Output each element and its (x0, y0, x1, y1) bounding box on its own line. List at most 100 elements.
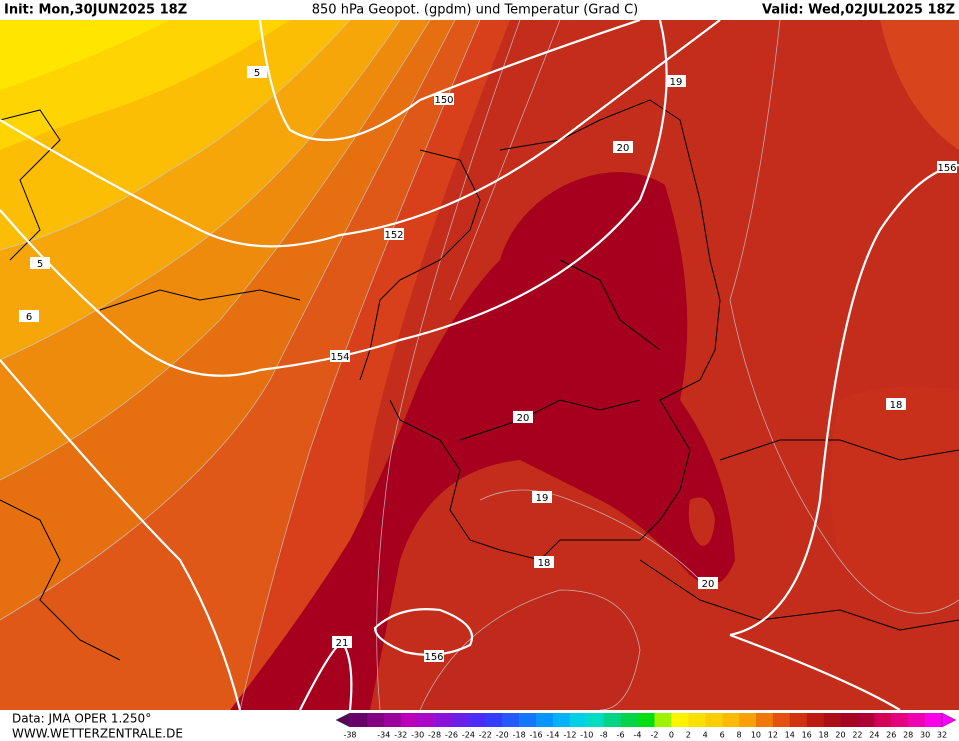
legend-label: 30 (920, 731, 930, 740)
legend-label: 24 (869, 731, 879, 740)
contour-label: 20 (513, 411, 533, 424)
legend-swatch (603, 713, 621, 727)
label-text: 19 (670, 77, 683, 88)
legend-swatch (823, 713, 841, 727)
legend-label: 26 (886, 731, 896, 740)
label-text: 5 (254, 68, 260, 79)
data-source: Data: JMA OPER 1.250° (12, 712, 151, 726)
legend-label: 10 (751, 731, 761, 740)
valid-time: Valid: Wed,02JUL2025 18Z (762, 3, 955, 18)
contour-label: 152 (384, 228, 404, 241)
label-text: 19 (536, 493, 549, 504)
legend-swatch (739, 713, 757, 727)
label-text: 154 (330, 352, 349, 363)
legend-swatch (468, 713, 486, 727)
isotherm (0, 20, 431, 481)
legend-swatch (417, 713, 435, 727)
legend-swatch (620, 713, 638, 727)
label-box (698, 577, 718, 589)
label-box (424, 650, 444, 662)
init-time: Init: Mon,30JUN2025 18Z (4, 3, 187, 18)
legend-label: 32 (937, 731, 947, 740)
label-box (534, 556, 554, 568)
legend-label: 16 (802, 731, 812, 740)
label-box (513, 411, 533, 423)
legend-label: 2 (686, 731, 691, 740)
geopotential-line (729, 633, 901, 710)
contour-label: 6 (19, 310, 39, 323)
geopotential-line (0, 20, 668, 377)
coastline (359, 99, 721, 561)
label-box (384, 228, 404, 240)
legend-swatch (536, 713, 554, 727)
legend-swatch (637, 713, 655, 727)
legend-swatch (434, 713, 452, 727)
color-legend: -38 -34 -32 -30 -28 -26 -24 -22 -20 -18 -16 -14 -12-… (335, 712, 957, 740)
legend-label: -22 (479, 731, 492, 740)
header-bar (0, 0, 959, 20)
legend-swatch (874, 713, 892, 727)
contour-label: 154 (330, 350, 350, 363)
legend-label: 6 (720, 731, 725, 740)
legend-swatch (925, 713, 943, 727)
legend-label: 22 (852, 731, 862, 740)
legend-swatch (755, 713, 774, 727)
isotherm (239, 20, 481, 710)
legend-label: 20 (835, 731, 845, 740)
geopotential (0, 20, 959, 710)
contour-label: 18 (886, 398, 906, 411)
legend-label: 28 (903, 731, 913, 740)
legend-swatch (485, 713, 503, 727)
label-text: 20 (617, 143, 630, 154)
legend-swatch (908, 713, 926, 727)
contour-label: 19 (532, 491, 552, 504)
label-box (30, 257, 50, 269)
legend-swatch (891, 713, 909, 727)
website: WWW.WETTERZENTRALE.DE (12, 727, 183, 741)
legend-swatch (857, 713, 875, 727)
border (0, 109, 959, 661)
contour-label: 156 (424, 650, 444, 663)
legend-label: -12 (563, 731, 576, 740)
legend-label: -28 (428, 731, 441, 740)
legend-label: 12 (768, 731, 778, 740)
legend-label: -8 (600, 731, 608, 740)
legend-label: -10 (580, 731, 593, 740)
legend-swatch (400, 713, 418, 727)
legend-swatch (519, 713, 537, 727)
isotherm (0, 20, 456, 621)
legend-label: -4 (634, 731, 642, 740)
label-box (613, 141, 633, 153)
label-text: 5 (37, 259, 43, 270)
contour-label: 21 (332, 636, 352, 649)
legend-swatch (722, 713, 740, 727)
legend-swatch (502, 713, 520, 727)
contour-label: 20 (698, 577, 718, 590)
label-box (330, 350, 350, 362)
band (420, 590, 640, 710)
legend-label: -2 (650, 731, 658, 740)
geopotential-line (258, 20, 641, 142)
label-box (532, 491, 552, 503)
contour-labels: 5 150 19 20 156 152 5 6 154 20 18 19 18 20 21 156 (19, 66, 957, 663)
legend-label: -20 (496, 731, 509, 740)
legend-label: -30 (411, 731, 424, 740)
legend-swatch (366, 713, 385, 727)
label-text: 18 (890, 400, 903, 411)
legend-swatch (789, 713, 807, 727)
legend-swatch (654, 713, 672, 727)
label-box (937, 161, 957, 173)
legend-label: -16 (530, 731, 543, 740)
band (0, 20, 170, 90)
contour-label: 150 (434, 93, 454, 106)
label-text: 18 (538, 558, 551, 569)
label-box (666, 75, 686, 87)
isotherm (0, 20, 351, 251)
geopotential-line (373, 608, 473, 656)
legend-swatch (569, 713, 588, 727)
legend-swatch (806, 713, 824, 727)
contour-label: 20 (613, 141, 633, 154)
legend-swatch (383, 713, 402, 727)
legend-label: 14 (785, 731, 795, 740)
